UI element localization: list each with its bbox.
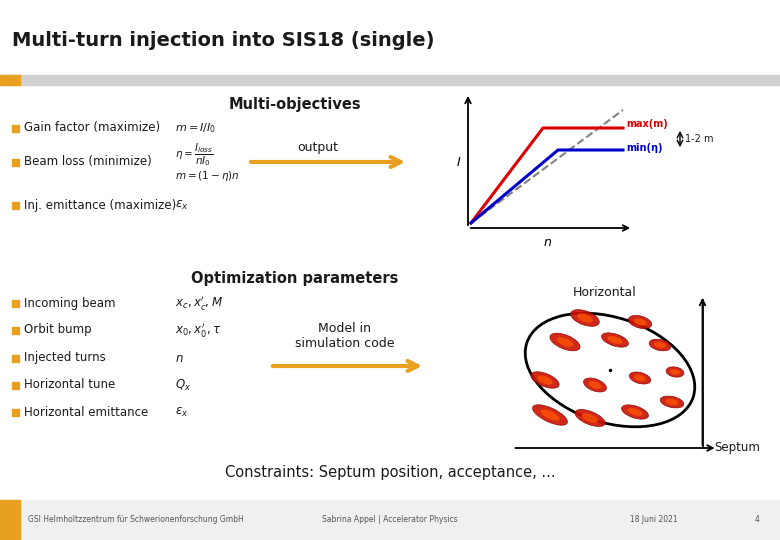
Ellipse shape: [670, 369, 680, 375]
Text: Multi-objectives: Multi-objectives: [229, 98, 361, 112]
Text: $x_c, x^{\prime}_c, M$: $x_c, x^{\prime}_c, M$: [175, 294, 223, 312]
Ellipse shape: [533, 405, 568, 425]
Ellipse shape: [577, 313, 593, 322]
Ellipse shape: [571, 309, 599, 326]
Ellipse shape: [541, 409, 559, 421]
Text: Gain factor (maximize): Gain factor (maximize): [24, 122, 160, 134]
Text: Injected turns: Injected turns: [24, 352, 106, 365]
Text: Incoming beam: Incoming beam: [24, 296, 115, 309]
Text: Horizontal emittance: Horizontal emittance: [24, 406, 148, 419]
Ellipse shape: [666, 367, 684, 377]
Bar: [0, 500, 780, 540]
Bar: [0, 75, 20, 85]
Ellipse shape: [622, 405, 648, 419]
Ellipse shape: [557, 337, 573, 347]
Bar: [0, 75, 780, 85]
Ellipse shape: [601, 333, 629, 347]
Text: $m = (1-\eta)n$: $m = (1-\eta)n$: [175, 169, 239, 183]
Ellipse shape: [628, 408, 643, 416]
Ellipse shape: [660, 396, 684, 408]
Text: $\varepsilon_x$: $\varepsilon_x$: [175, 198, 189, 212]
Text: output: output: [297, 141, 339, 154]
Ellipse shape: [531, 372, 559, 388]
Ellipse shape: [665, 399, 679, 405]
Text: Model in
simulation code: Model in simulation code: [296, 322, 395, 350]
Text: Horizontal: Horizontal: [573, 286, 637, 299]
Bar: [12, 202, 19, 209]
Ellipse shape: [582, 413, 598, 423]
Ellipse shape: [629, 315, 652, 328]
Text: $\eta = \dfrac{I_{loss}}{nI_0}$: $\eta = \dfrac{I_{loss}}{nI_0}$: [175, 141, 214, 168]
Text: Multi-turn injection into SIS18 (single): Multi-turn injection into SIS18 (single): [12, 30, 434, 50]
Text: $m = I/I_0$: $m = I/I_0$: [175, 121, 216, 135]
Bar: [12, 300, 19, 307]
Text: Beam loss (minimize): Beam loss (minimize): [24, 156, 152, 168]
Text: 1-2 m: 1-2 m: [685, 134, 714, 144]
Text: $n$: $n$: [175, 352, 183, 365]
Text: $Q_x$: $Q_x$: [175, 377, 191, 393]
Ellipse shape: [629, 372, 651, 384]
Text: $\varepsilon_x$: $\varepsilon_x$: [175, 406, 188, 419]
Ellipse shape: [537, 375, 553, 384]
Ellipse shape: [575, 409, 605, 427]
Text: 4: 4: [755, 516, 760, 524]
Ellipse shape: [589, 381, 601, 389]
Text: min(η): min(η): [626, 143, 662, 153]
Bar: [0, 500, 20, 540]
Ellipse shape: [525, 313, 695, 427]
Text: Inj. emittance (maximize): Inj. emittance (maximize): [24, 199, 176, 212]
Text: I: I: [457, 157, 461, 170]
Text: GSI Helmholtzzentrum für Schwerionenforschung GmbH: GSI Helmholtzzentrum für Schwerionenfors…: [28, 516, 243, 524]
Bar: [12, 409, 19, 416]
Ellipse shape: [654, 342, 666, 348]
Text: Constraints: Septum position, acceptance, ...: Constraints: Septum position, acceptance…: [225, 465, 555, 481]
Text: Optimization parameters: Optimization parameters: [191, 271, 399, 286]
Text: Septum: Septum: [714, 442, 760, 455]
Bar: [12, 355, 19, 362]
Text: Orbit bump: Orbit bump: [24, 323, 91, 336]
Text: $x_0, x^{\prime}_0, \tau$: $x_0, x^{\prime}_0, \tau$: [175, 321, 222, 339]
Ellipse shape: [633, 319, 647, 326]
Bar: [12, 382, 19, 389]
Text: 18 Juni 2021: 18 Juni 2021: [630, 516, 678, 524]
Bar: [12, 125, 19, 132]
Bar: [12, 159, 19, 166]
Text: Horizontal tune: Horizontal tune: [24, 379, 115, 392]
Ellipse shape: [608, 336, 622, 344]
Text: n: n: [544, 235, 552, 248]
Text: max(m): max(m): [626, 119, 668, 129]
Ellipse shape: [649, 339, 671, 351]
Ellipse shape: [583, 378, 607, 392]
Bar: [12, 327, 19, 334]
Ellipse shape: [550, 333, 580, 351]
Text: Sabrina Appel | Accelerator Physics: Sabrina Appel | Accelerator Physics: [322, 516, 458, 524]
Ellipse shape: [634, 375, 646, 381]
